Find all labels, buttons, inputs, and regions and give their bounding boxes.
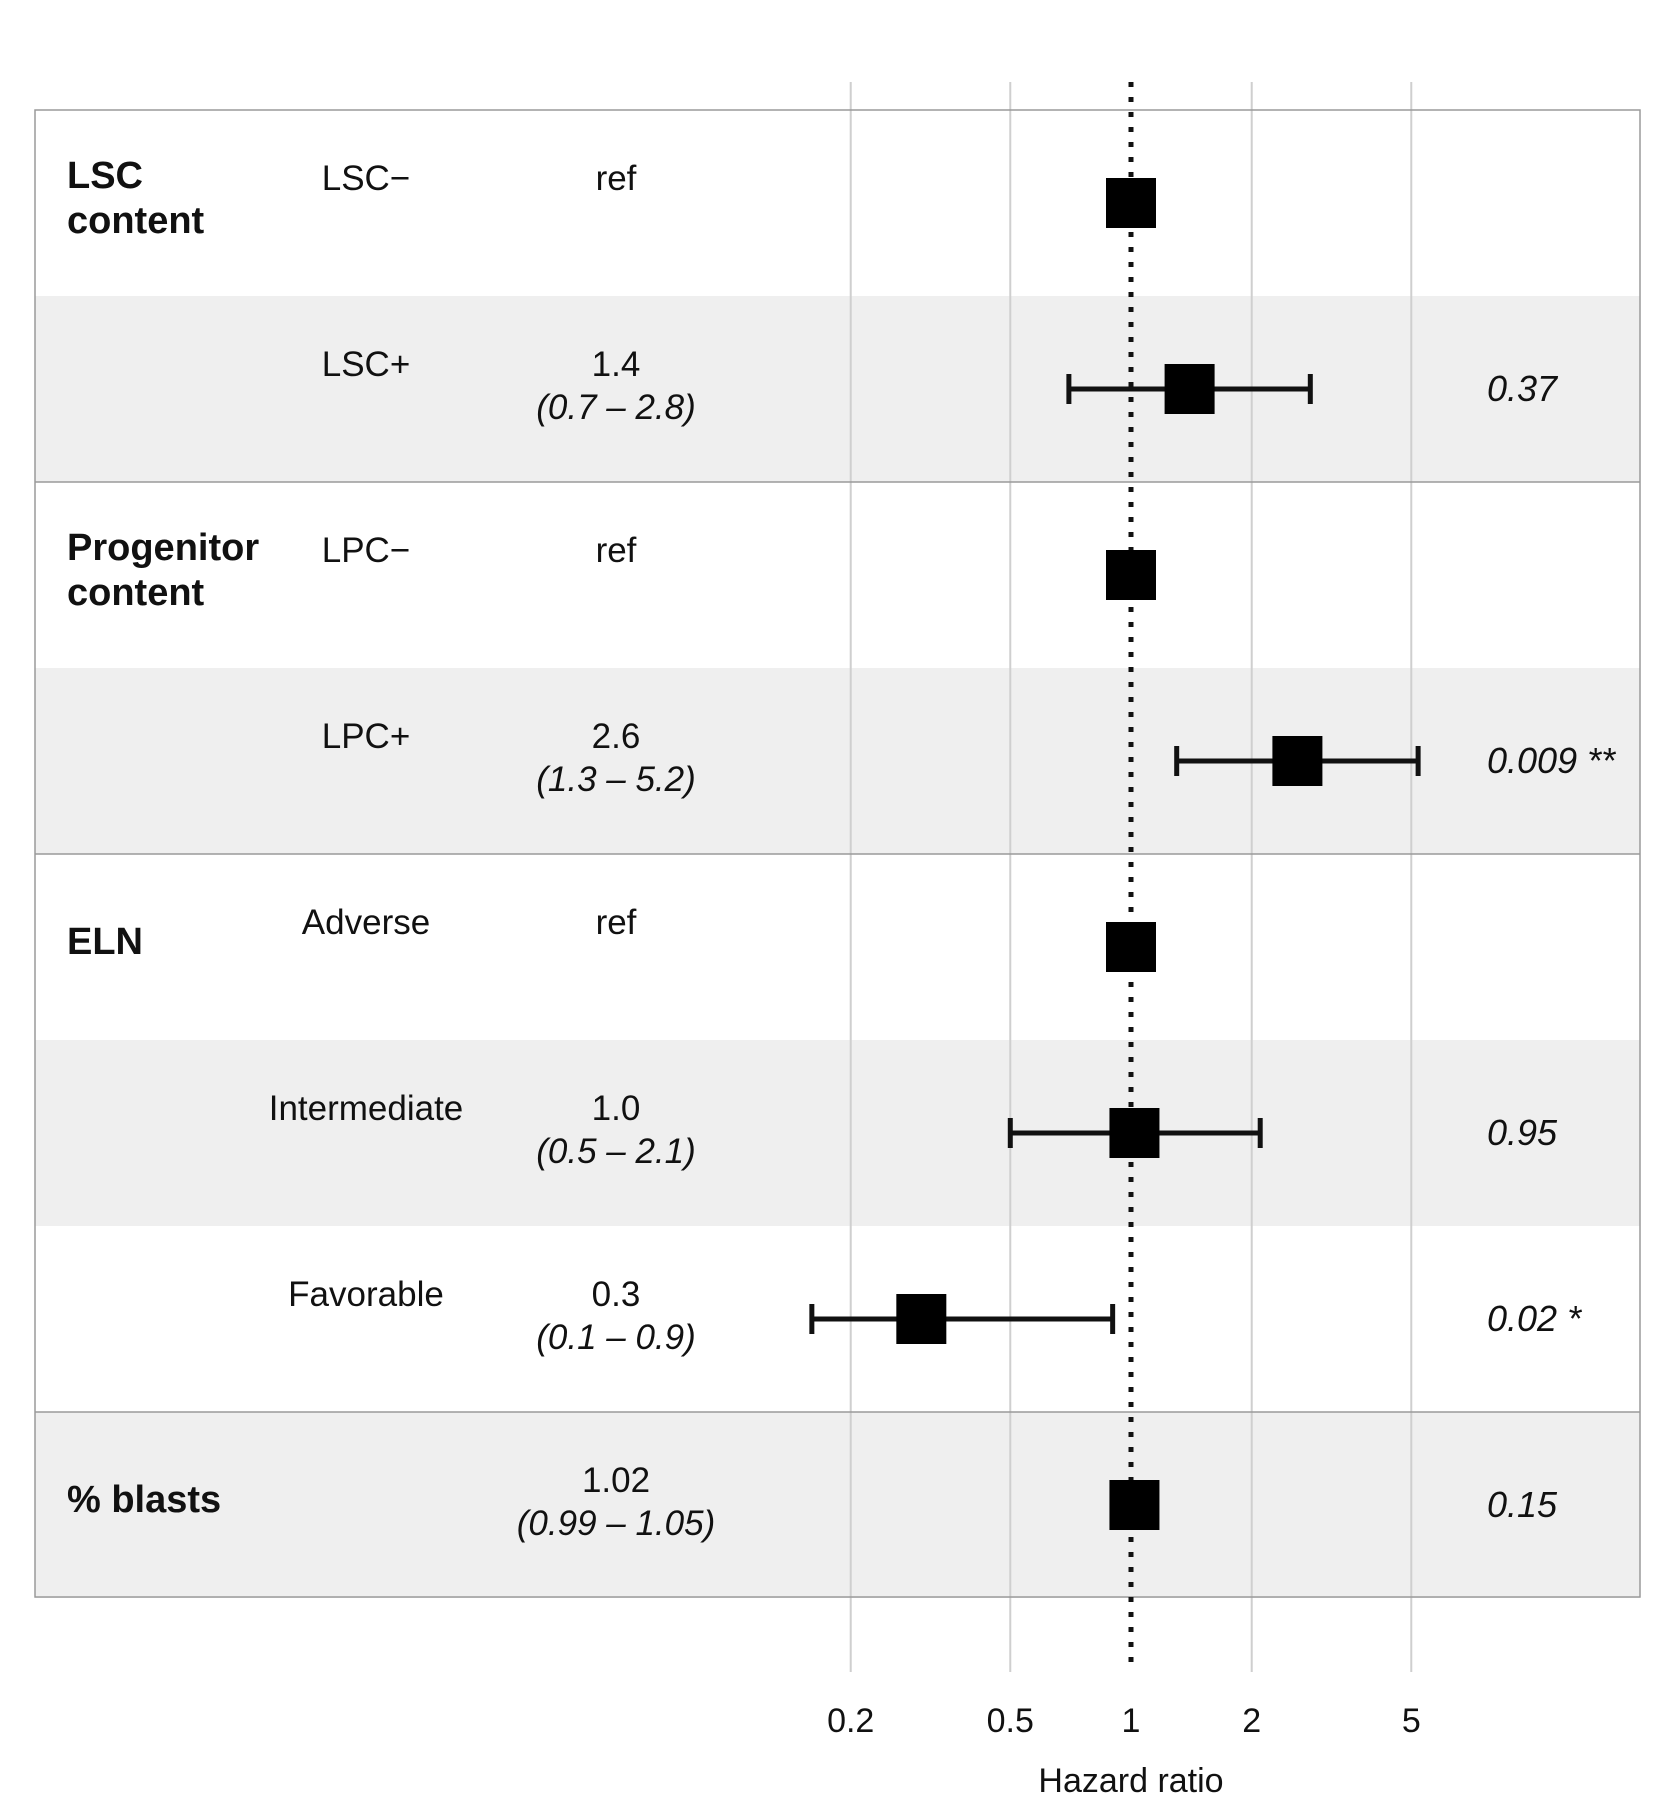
ci-label: (0.7 – 2.8) <box>536 388 696 427</box>
row-bands <box>35 296 1640 1598</box>
x-tick-label: 5 <box>1402 1702 1421 1740</box>
estimate-label: ref <box>596 903 637 942</box>
estimate-square <box>1106 178 1156 228</box>
p-value-label: 0.02 * <box>1487 1298 1582 1339</box>
level-label: LPC+ <box>322 717 411 756</box>
estimate-label: ref <box>596 159 637 198</box>
variable-label-line: content <box>67 572 205 614</box>
estimate-square <box>1109 1480 1160 1530</box>
estimate-label: 1.02 <box>582 1461 650 1500</box>
grid-lines <box>849 82 1413 1672</box>
estimate-square <box>1272 736 1323 786</box>
estimate-label: 1.0 <box>592 1089 641 1128</box>
level-label: Intermediate <box>269 1089 464 1128</box>
estimate-label: 2.6 <box>592 717 641 756</box>
ci-label: (1.3 – 5.2) <box>536 760 696 799</box>
p-value-label: 0.15 <box>1487 1484 1558 1525</box>
level-label: Adverse <box>302 903 430 942</box>
estimate-square <box>896 1294 947 1344</box>
x-tick-label: 0.2 <box>827 1702 874 1740</box>
x-tick-label: 2 <box>1242 1702 1261 1740</box>
x-tick-label: 0.5 <box>987 1702 1034 1740</box>
variable-label: Progenitor content <box>67 527 259 614</box>
ci-label: (0.5 – 2.1) <box>536 1132 696 1171</box>
row-band <box>35 296 1640 482</box>
ci-label: (0.99 – 1.05) <box>517 1504 715 1543</box>
variable-label-line: Progenitor <box>67 527 259 569</box>
level-label: LPC− <box>322 531 411 570</box>
estimate-square <box>1106 550 1156 600</box>
group-separators <box>35 481 1640 1413</box>
variable-label: LSC content <box>67 155 205 242</box>
estimate-label: 0.3 <box>592 1275 641 1314</box>
level-label: LSC− <box>322 159 411 198</box>
ci-label: (0.1 – 0.9) <box>536 1318 696 1357</box>
estimate-label: ref <box>596 531 637 570</box>
variable-label-line: content <box>67 200 205 242</box>
row-band <box>35 1040 1640 1226</box>
x-axis: 0.2 0.5 1 2 5 <box>827 1702 1421 1740</box>
estimate-square <box>1164 364 1215 414</box>
p-value-label: 0.009 ** <box>1487 740 1616 781</box>
level-label: Favorable <box>288 1275 444 1314</box>
estimate-label: 1.4 <box>592 345 641 384</box>
x-tick-label: 1 <box>1122 1702 1141 1740</box>
variable-label: % blasts <box>67 1479 221 1521</box>
estimate-square <box>1106 922 1156 972</box>
variable-label-line: LSC <box>67 155 143 197</box>
p-value-label: 0.95 <box>1487 1112 1558 1153</box>
p-value-label: 0.37 <box>1487 368 1559 409</box>
x-axis-label: Hazard ratio <box>1038 1762 1223 1795</box>
estimate-square <box>1109 1108 1160 1158</box>
variable-label: ELN <box>67 921 143 963</box>
level-label: LSC+ <box>322 345 411 384</box>
row-band <box>35 1412 1640 1598</box>
estimate-marks <box>809 178 1421 1530</box>
